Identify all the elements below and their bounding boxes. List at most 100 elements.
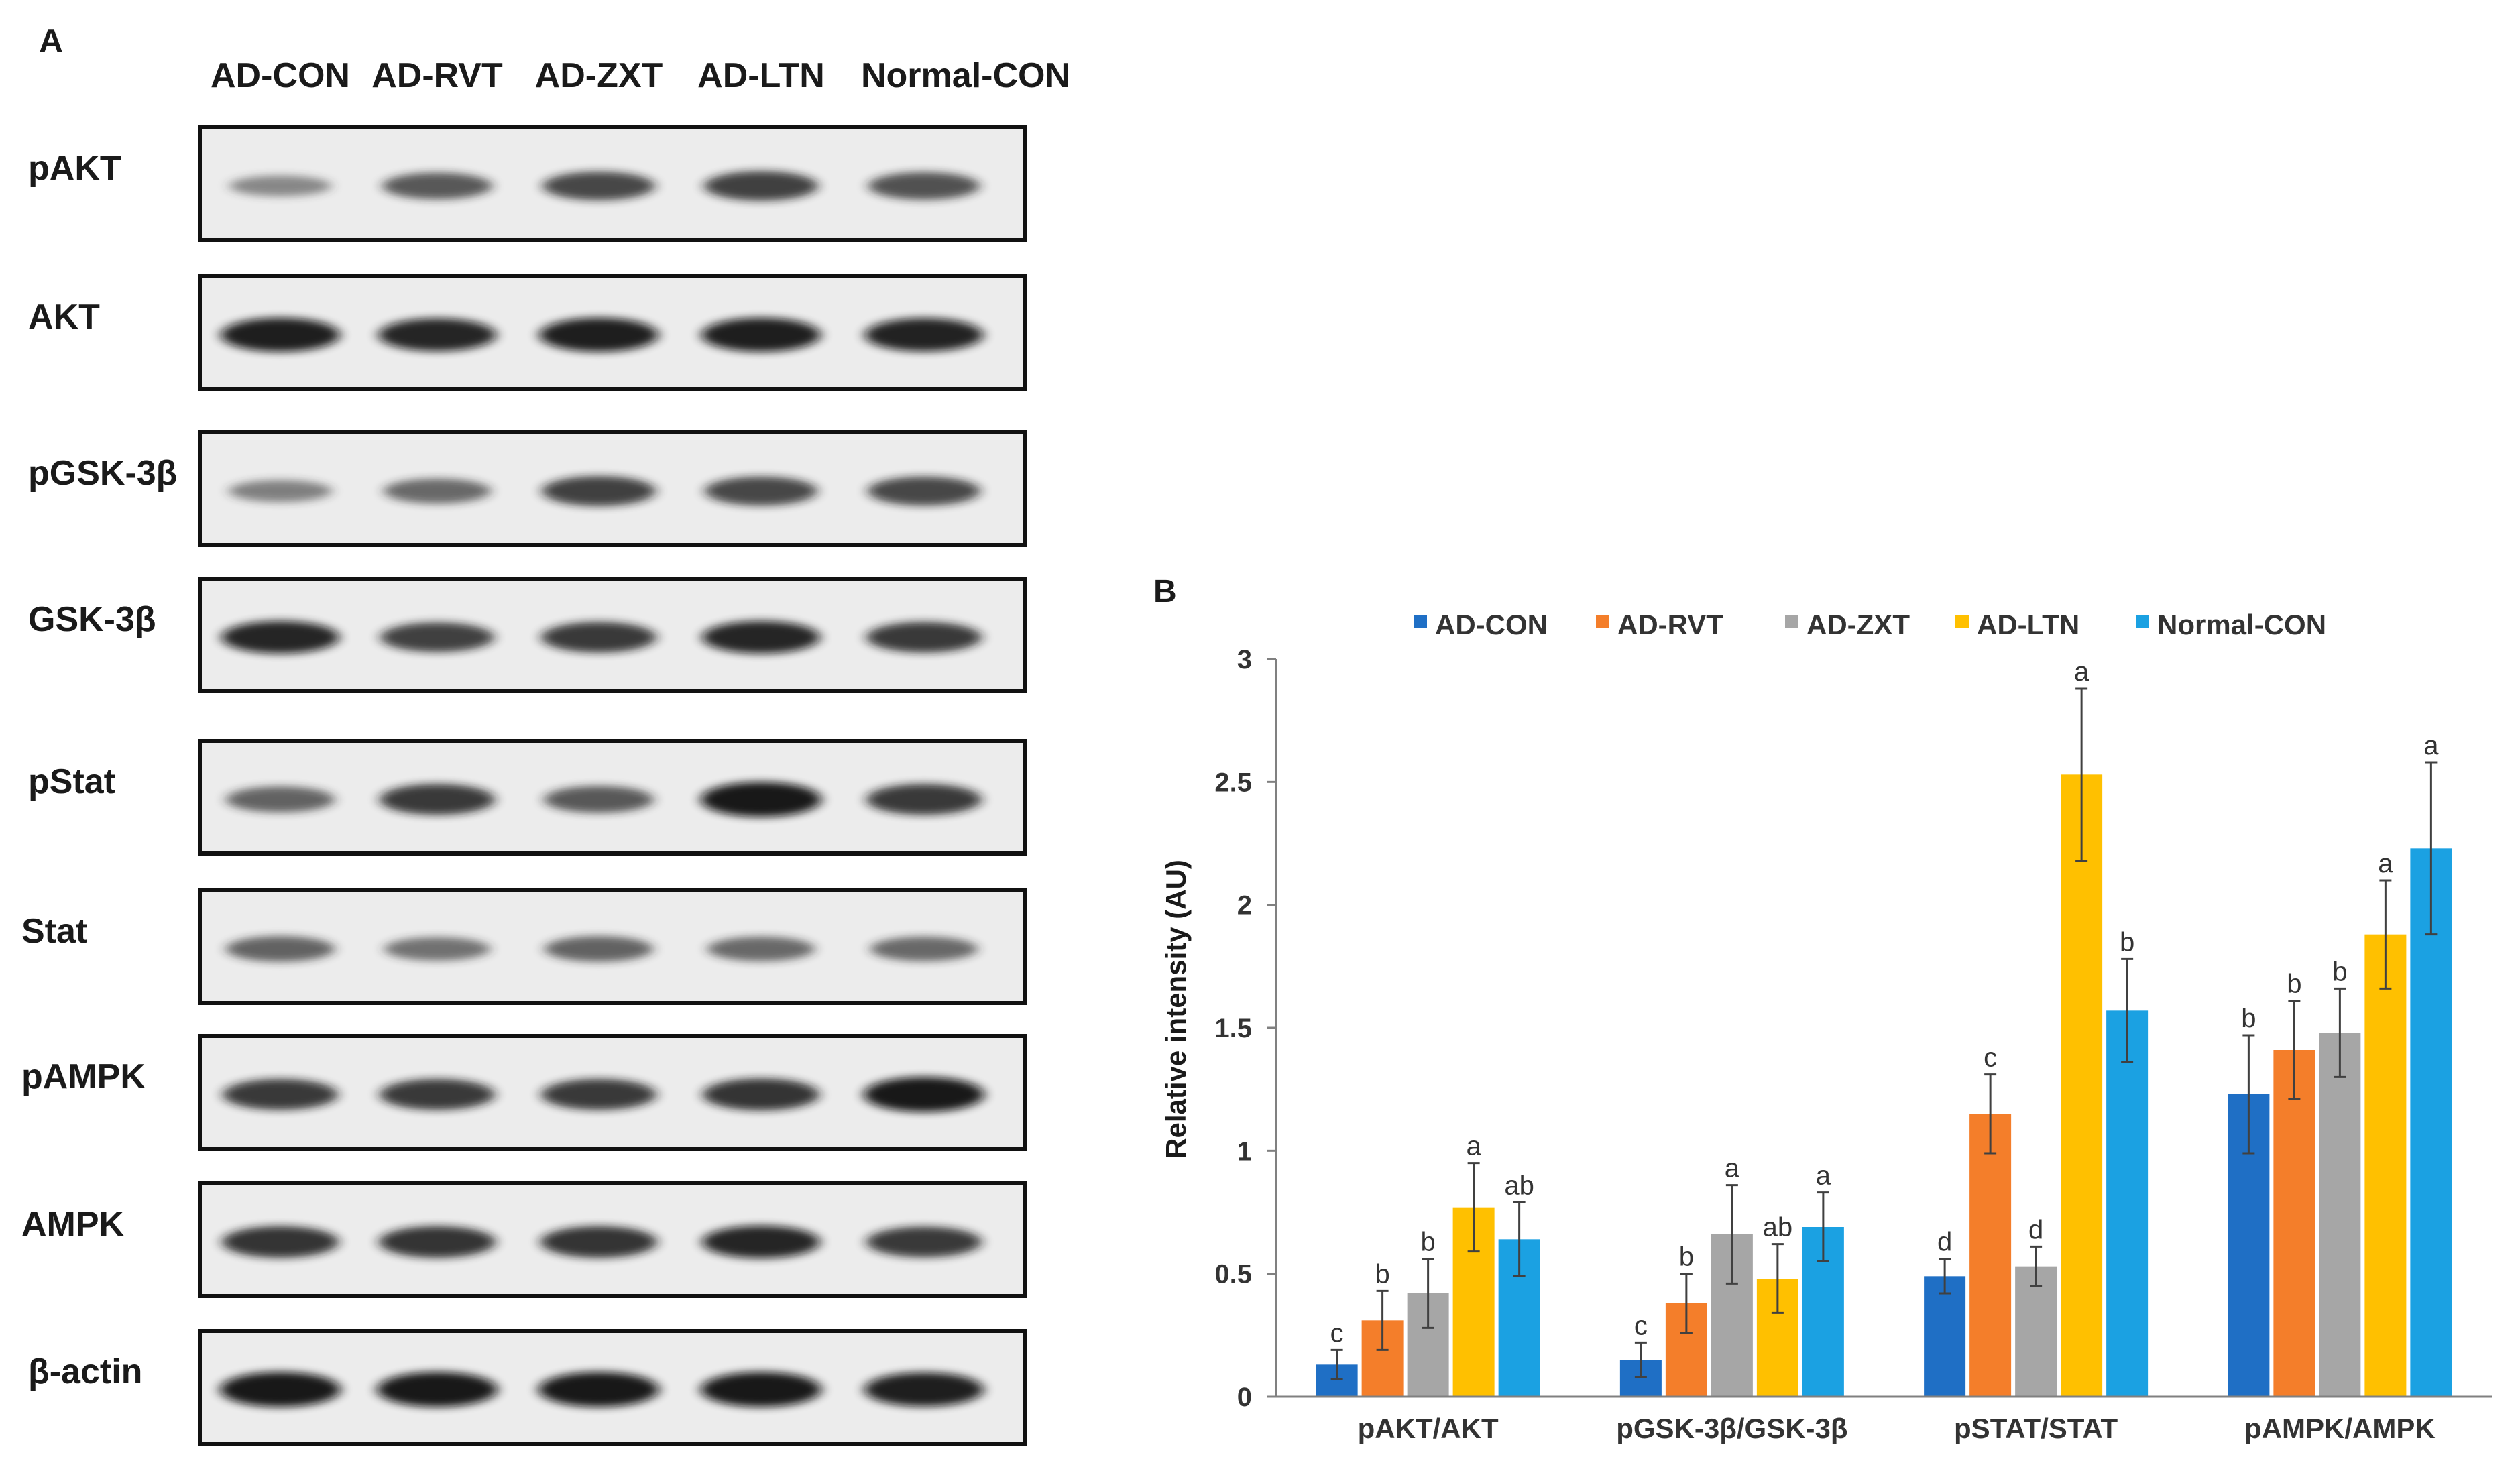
y-tick-label: 1.5	[1214, 1014, 1252, 1043]
lane-header: AD-LTN	[697, 56, 825, 95]
blot-band	[703, 1078, 819, 1111]
significance-letter: a	[1467, 1132, 1482, 1161]
western-blot-panel: A AD-CON AD-RVT AD-ZXT AD-LTN Normal-CON pAK…	[21, 22, 1070, 1446]
x-tick-label: pGSK-3β/GSK-3β	[1616, 1413, 1847, 1444]
blot-row: pAMPK	[21, 1034, 1027, 1151]
bar	[2364, 934, 2407, 1397]
blot-band	[704, 171, 818, 201]
blot-band	[378, 318, 496, 351]
y-tick-label: 3	[1237, 645, 1252, 674]
significance-letter: a	[2378, 849, 2393, 878]
significance-letter: b	[2241, 1004, 2256, 1033]
bar	[2319, 1033, 2361, 1397]
blot-label: GSK-3β	[28, 600, 156, 639]
blot-band	[379, 1226, 496, 1258]
significance-letter: b	[1679, 1242, 1694, 1272]
blot-label: AMPK	[21, 1205, 125, 1244]
blot-band	[377, 1372, 498, 1407]
blot-label: pStat	[28, 762, 115, 801]
blot-band	[222, 1226, 339, 1258]
blot-band	[539, 318, 658, 352]
x-tick-label: pAKT/AKT	[1358, 1413, 1499, 1444]
blot-band	[384, 937, 490, 961]
lane-headers: AD-CON AD-RVT AD-ZXT AD-LTN Normal-CON	[211, 56, 1070, 95]
significance-letter: d	[2028, 1215, 2043, 1244]
blot-label: AKT	[28, 298, 100, 337]
significance-letter: b	[2120, 927, 2134, 957]
blot-band	[866, 622, 982, 653]
significance-letter: a	[2423, 731, 2439, 760]
bar	[2410, 848, 2452, 1397]
bar	[2015, 1266, 2057, 1397]
blot-band	[544, 786, 654, 813]
blot-band	[864, 1372, 984, 1407]
lane-header: AD-RVT	[371, 56, 503, 95]
blot-band	[541, 1079, 656, 1110]
blot-band	[702, 1225, 820, 1258]
blot-band	[542, 171, 655, 200]
significance-letter: ab	[1763, 1213, 1793, 1242]
significance-letter: a	[1816, 1161, 1831, 1191]
y-tick-label: 0.5	[1214, 1260, 1252, 1289]
blot-label: pAKT	[28, 149, 121, 188]
blot-row: GSK-3β	[28, 577, 1027, 693]
blot-label: pGSK-3β	[28, 454, 177, 493]
blot-band	[538, 1372, 659, 1407]
blot-band	[380, 784, 495, 815]
blot-band	[229, 480, 332, 502]
blot-band	[380, 1079, 495, 1110]
bar-chart-panel: B AD-CON AD-RVT AD-ZXT AD-LTN Normal-CON 0 0.…	[1153, 574, 2492, 1444]
blot-band	[702, 620, 820, 654]
blot-band	[707, 936, 815, 961]
y-tick-label: 1	[1237, 1136, 1252, 1166]
blot-band	[384, 478, 491, 504]
blot-row: AKT	[28, 274, 1027, 391]
blot-band	[542, 476, 656, 506]
panel-b-label: B	[1153, 574, 1177, 609]
blot-band	[864, 1077, 984, 1112]
panel-a-label: A	[39, 22, 63, 60]
blot-band	[866, 784, 982, 815]
significance-letter: b	[1375, 1259, 1390, 1289]
blot-band	[229, 175, 331, 196]
y-tick-label: 2	[1237, 891, 1252, 921]
chart-legend: AD-CON AD-RVT AD-ZXT AD-LTN Normal-CON	[1414, 609, 2326, 640]
blot-band	[701, 1372, 821, 1407]
blot-row: pStat	[28, 739, 1027, 856]
blot-row: pGSK-3β	[28, 430, 1027, 547]
significance-letter: b	[2287, 969, 2301, 999]
lane-header: AD-CON	[211, 56, 350, 95]
x-tick-label: pAMPK/AMPK	[2244, 1413, 2436, 1444]
lane-header: Normal-CON	[861, 56, 1070, 95]
bar	[1924, 1276, 1966, 1397]
blot-row: Stat	[21, 888, 1027, 1005]
blot-band	[868, 172, 980, 200]
blot-band	[701, 782, 821, 817]
legend-swatch	[1414, 615, 1427, 628]
legend-label: Normal-CON	[2157, 609, 2326, 640]
legend-swatch	[1955, 615, 1969, 628]
significance-letter: c	[1984, 1043, 1997, 1073]
legend-label: AD-RVT	[1617, 609, 1723, 640]
blot-band	[220, 1372, 341, 1407]
significance-letter: d	[1937, 1228, 1952, 1257]
blot-row: β-actin	[28, 1329, 1027, 1446]
significance-letter: a	[2074, 657, 2089, 687]
blot-band	[221, 318, 340, 352]
y-tick-label: 2.5	[1214, 768, 1252, 797]
y-tick-label: 0	[1237, 1383, 1252, 1412]
legend-swatch	[2136, 615, 2149, 628]
significance-letter: ab	[1504, 1171, 1534, 1200]
blot-band	[226, 786, 335, 813]
legend-swatch	[1785, 615, 1798, 628]
bar	[2061, 774, 2103, 1397]
blot-band	[382, 172, 492, 200]
x-tick-label: pSTAT/STAT	[1954, 1413, 2118, 1444]
bar	[2106, 1010, 2149, 1397]
blot-row: AMPK	[21, 1181, 1027, 1298]
significance-letter: c	[1330, 1318, 1344, 1348]
bar	[2273, 1050, 2315, 1397]
significance-letter: b	[1421, 1228, 1436, 1257]
legend-swatch	[1596, 615, 1609, 628]
